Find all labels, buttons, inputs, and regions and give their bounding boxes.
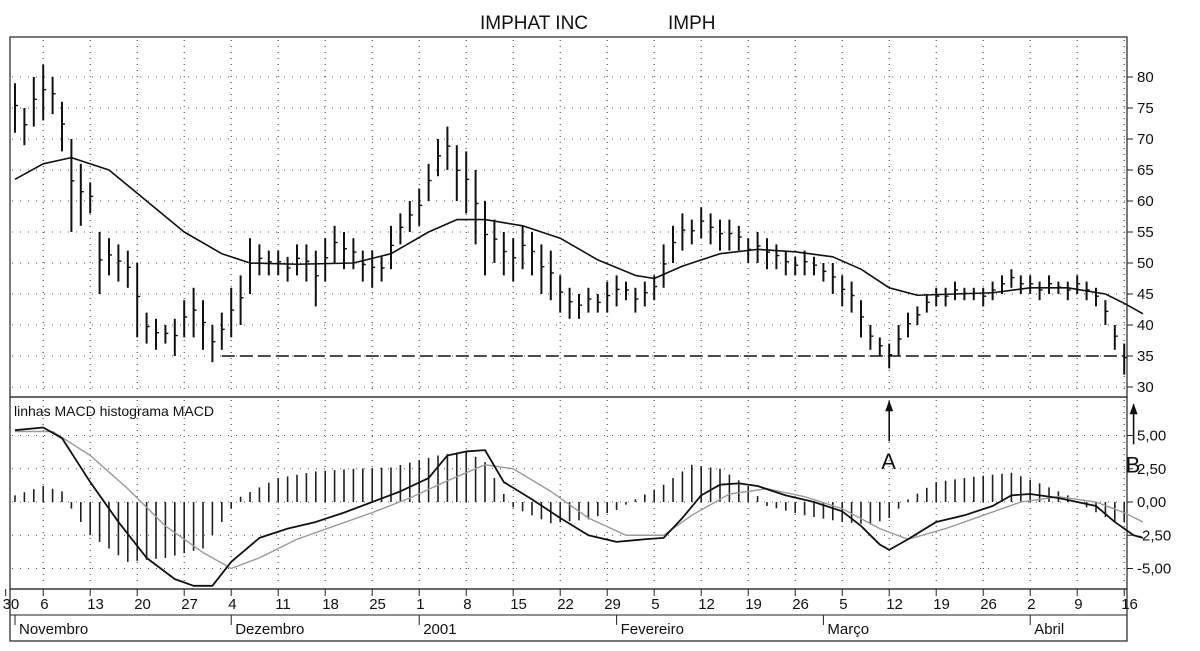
chart-title: IMPHAT INC — [480, 13, 588, 34]
annotation-label: B — [1126, 452, 1141, 477]
x-day-label: 26 — [792, 596, 809, 613]
x-month-label: 2001 — [423, 621, 456, 638]
x-day-label: 29 — [604, 596, 621, 613]
x-day-label: 25 — [369, 596, 386, 613]
x-day-label: 12 — [698, 596, 715, 613]
macd-ytick-label: -5,00 — [1137, 561, 1171, 578]
macd-plot — [14, 426, 1144, 587]
price-ytick-label: 40 — [1137, 317, 1154, 334]
annotation-label: A — [881, 449, 896, 474]
price-panel-frame — [9, 36, 1128, 398]
annotation-arrow-head — [885, 400, 894, 412]
x-day-label: 18 — [322, 596, 339, 613]
x-day-label: 8 — [463, 596, 471, 613]
macd-signal-line — [15, 430, 1144, 570]
x-day-label: 12 — [886, 596, 903, 613]
price-ytick-label: 80 — [1137, 69, 1154, 86]
price-ytick-label: 75 — [1137, 100, 1154, 117]
x-month-label: Fevereiro — [621, 621, 684, 638]
macd-panel-frame — [9, 396, 1128, 590]
price-ytick-label: 30 — [1137, 379, 1154, 396]
macd-panel-label: linhas MACD histograma MACD — [14, 403, 214, 419]
x-day-label: 5 — [839, 596, 847, 613]
macd-ytick-label: 5,00 — [1137, 428, 1166, 445]
moving-average-line — [14, 156, 1144, 315]
x-day-label: 13 — [87, 596, 104, 613]
macd-ytick-label: 0,00 — [1137, 494, 1166, 511]
x-day-label: 22 — [557, 596, 574, 613]
x-day-label: 20 — [134, 596, 151, 613]
x-day-label: 9 — [1074, 596, 1082, 613]
price-ytick-label: 50 — [1137, 255, 1154, 272]
macd-ytick-label: 2,50 — [1137, 461, 1166, 478]
x-day-label: 6 — [40, 596, 48, 613]
x-day-label: 27 — [181, 596, 198, 613]
x-day-label: 19 — [745, 596, 762, 613]
chart-ticker: IMPH — [668, 13, 716, 34]
price-ytick-label: 45 — [1137, 286, 1154, 303]
x-day-label: 19 — [933, 596, 950, 613]
price-ytick-label: 35 — [1137, 348, 1154, 365]
macd-line — [14, 426, 1144, 587]
price-ytick-label: 60 — [1137, 193, 1154, 210]
x-month-label: Novembro — [19, 621, 88, 638]
x-month-label: Março — [827, 621, 869, 638]
x-day-label: 30 — [3, 596, 20, 613]
axes: 30354045505560657075805,002,500,00-2,50-… — [3, 69, 1172, 638]
x-day-label: 4 — [228, 596, 236, 613]
x-day-label: 11 — [275, 596, 291, 613]
macd-ytick-label: -2,50 — [1137, 527, 1171, 544]
x-day-label: 2 — [1027, 596, 1035, 613]
annotation-arrow-head — [1129, 403, 1138, 415]
x-month-label: Dezembro — [235, 621, 304, 638]
price-ytick-label: 70 — [1137, 131, 1154, 148]
x-day-label: 5 — [651, 596, 659, 613]
x-day-label: 15 — [510, 596, 527, 613]
x-day-label: 16 — [1121, 596, 1138, 613]
price-ytick-label: 65 — [1137, 162, 1154, 179]
price-ytick-label: 55 — [1137, 224, 1154, 241]
x-month-label: Abril — [1034, 621, 1064, 638]
x-day-label: 26 — [980, 596, 997, 613]
x-day-label: 1 — [416, 596, 424, 613]
price-plot — [14, 64, 1144, 375]
